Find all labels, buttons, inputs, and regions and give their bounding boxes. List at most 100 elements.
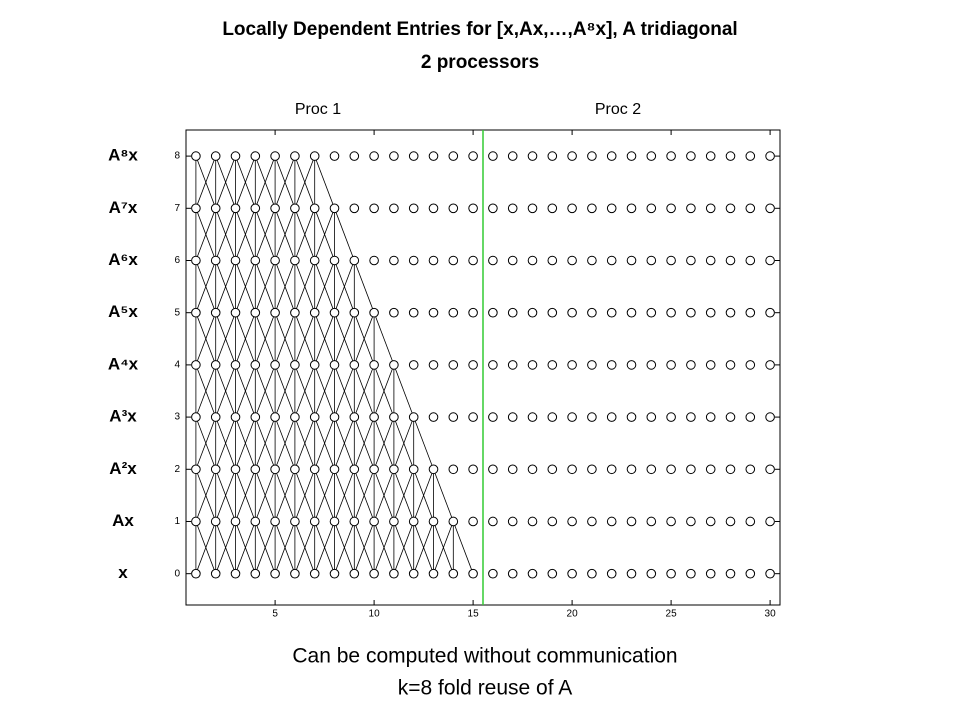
entry-point <box>488 516 498 527</box>
entry-point <box>309 360 320 370</box>
entry-point <box>290 360 300 370</box>
entry-point <box>488 568 498 579</box>
entry-point <box>191 464 201 475</box>
dependency-edge <box>334 260 355 313</box>
footer-text: k=8 fold reuse of A <box>398 677 573 700</box>
dependency-edge <box>334 312 355 366</box>
entry-point <box>666 203 676 214</box>
entry-point <box>349 412 360 422</box>
entry-point <box>329 516 340 527</box>
entry-point <box>290 464 300 475</box>
entry-point <box>210 464 221 475</box>
dependency-edge <box>254 208 276 261</box>
entry-point <box>468 203 478 214</box>
entry-point <box>606 412 617 422</box>
entry-point <box>230 464 241 475</box>
entry-point <box>765 464 775 475</box>
entry-point <box>507 464 518 475</box>
dependency-edge <box>373 364 395 418</box>
entry-point <box>428 412 439 422</box>
dependency-edge <box>274 469 296 522</box>
entry-point <box>309 203 320 214</box>
entry-point <box>705 516 716 527</box>
entry-point <box>666 516 676 527</box>
entry-point <box>428 255 439 266</box>
entry-point <box>587 255 597 266</box>
dependency-edge <box>235 312 256 366</box>
entry-point <box>646 360 657 370</box>
entry-point <box>290 203 300 214</box>
entry-point <box>567 464 577 475</box>
entry-point <box>290 412 300 422</box>
y-tick-label: 5 <box>174 307 180 318</box>
x-tick-label: 20 <box>567 609 579 620</box>
entry-point <box>428 464 439 475</box>
y-tick-label: 3 <box>174 412 180 423</box>
dependency-edge <box>334 521 355 574</box>
entry-point <box>606 255 617 266</box>
entry-point <box>725 255 736 266</box>
dependency-edge <box>393 521 415 574</box>
level-label: A³x <box>109 407 137 426</box>
entry-point <box>428 516 439 527</box>
chart-title: Locally Dependent Entries for [x,Ax,…,A⁸… <box>222 19 737 40</box>
entry-point <box>369 360 379 370</box>
entry-point <box>408 568 419 579</box>
dependency-edge <box>353 469 375 522</box>
entry-point <box>686 412 696 422</box>
entry-point <box>745 307 756 318</box>
entry-point <box>309 151 320 161</box>
entry-point <box>527 516 538 527</box>
entry-point <box>626 412 637 422</box>
entry-point <box>507 360 518 370</box>
entry-point <box>309 516 320 527</box>
dependency-edge <box>215 364 236 418</box>
entry-point <box>488 464 498 475</box>
entry-point <box>686 360 696 370</box>
dependency-edge <box>274 312 296 366</box>
entry-point <box>507 307 518 318</box>
dependency-edge <box>314 469 335 522</box>
entry-point <box>765 412 775 422</box>
dependency-edge <box>215 260 236 313</box>
dependency-edge <box>373 312 395 366</box>
dependency-edge <box>195 416 217 470</box>
entry-point <box>745 151 756 161</box>
dependency-edge <box>274 521 296 574</box>
entry-point <box>250 516 261 527</box>
dependency-edge <box>215 469 236 522</box>
dependency-edge <box>215 208 236 261</box>
plot-area: 5 10 15 20 25 30 0 1 2 3 4 5 6 7 8 <box>174 129 781 620</box>
dependency-edge <box>254 364 276 418</box>
dependency-edge <box>314 260 335 313</box>
entry-point <box>210 412 221 422</box>
dependency-edge <box>254 469 276 522</box>
dependency-edge <box>235 469 256 522</box>
entry-point <box>230 151 241 161</box>
entry-point <box>606 307 617 318</box>
entry-point <box>230 255 241 266</box>
dependency-edge <box>413 416 434 470</box>
entry-point <box>745 203 756 214</box>
dependency-edge <box>393 416 415 470</box>
dependency-edge <box>314 312 335 366</box>
dependency-edge <box>353 312 375 366</box>
dependency-edge <box>235 521 256 574</box>
entry-point <box>250 151 261 161</box>
entry-point <box>369 255 379 266</box>
dependency-edge <box>215 416 236 470</box>
entry-point <box>349 307 360 318</box>
y-tick-label: 8 <box>174 151 180 162</box>
dependency-edge <box>254 521 276 574</box>
entry-point <box>587 307 597 318</box>
entry-point <box>626 464 637 475</box>
entry-point <box>270 203 280 214</box>
dependency-edge <box>195 260 217 313</box>
entry-point <box>448 516 459 527</box>
entry-point <box>587 203 597 214</box>
entry-point <box>725 464 736 475</box>
entry-point <box>705 307 716 318</box>
entry-point <box>191 203 201 214</box>
entry-point <box>488 412 498 422</box>
entry-point <box>488 255 498 266</box>
